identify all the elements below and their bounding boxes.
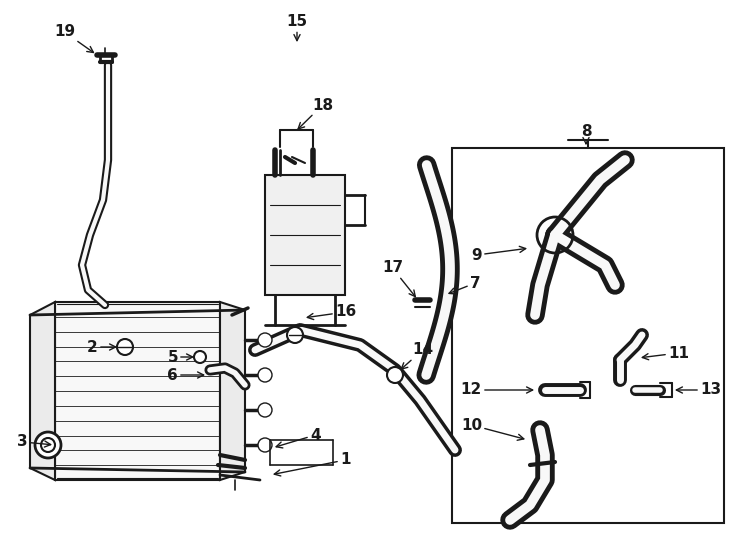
Circle shape xyxy=(258,438,272,452)
Polygon shape xyxy=(220,302,245,480)
Text: 4: 4 xyxy=(276,428,321,448)
Text: 8: 8 xyxy=(581,125,592,144)
Text: 16: 16 xyxy=(308,305,356,320)
Text: 1: 1 xyxy=(275,453,351,476)
Text: 6: 6 xyxy=(167,368,203,382)
Text: 7: 7 xyxy=(449,275,481,294)
Circle shape xyxy=(387,367,403,383)
Bar xyxy=(452,148,724,523)
Circle shape xyxy=(35,432,61,458)
Text: 15: 15 xyxy=(286,15,308,40)
Polygon shape xyxy=(30,302,55,480)
Text: 9: 9 xyxy=(471,246,526,262)
Text: 5: 5 xyxy=(167,349,192,364)
Text: 18: 18 xyxy=(298,98,333,129)
Text: 11: 11 xyxy=(642,346,689,361)
Circle shape xyxy=(194,351,206,363)
Text: 12: 12 xyxy=(461,382,533,397)
Text: 17: 17 xyxy=(382,260,415,296)
Circle shape xyxy=(258,333,272,347)
Bar xyxy=(265,175,345,295)
Text: 3: 3 xyxy=(18,435,51,449)
Polygon shape xyxy=(55,302,220,480)
Circle shape xyxy=(258,403,272,417)
Circle shape xyxy=(117,339,133,355)
Circle shape xyxy=(287,327,303,343)
Circle shape xyxy=(41,438,55,452)
Circle shape xyxy=(258,368,272,382)
Text: 2: 2 xyxy=(87,340,116,354)
Text: 10: 10 xyxy=(461,417,524,440)
Text: 13: 13 xyxy=(676,382,721,397)
Text: 19: 19 xyxy=(54,24,93,52)
Text: 14: 14 xyxy=(401,342,433,369)
